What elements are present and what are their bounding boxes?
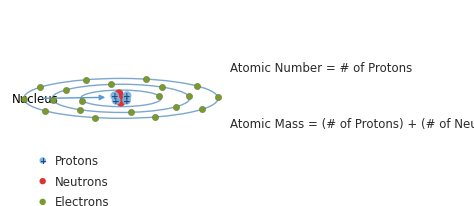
Circle shape: [123, 97, 130, 104]
Text: Atomic Number = # of Protons: Atomic Number = # of Protons: [230, 62, 412, 74]
Text: Atomic Mass = (# of Protons) + (# of Neutrons): Atomic Mass = (# of Protons) + (# of Neu…: [230, 117, 474, 130]
Text: Nucleus: Nucleus: [12, 92, 59, 105]
Text: Neutrons: Neutrons: [55, 175, 108, 188]
Text: +: +: [123, 96, 130, 105]
Circle shape: [40, 158, 45, 163]
Text: +: +: [39, 156, 46, 165]
Text: +: +: [112, 96, 120, 105]
Circle shape: [118, 95, 125, 102]
Circle shape: [112, 97, 120, 105]
Circle shape: [40, 179, 45, 184]
Circle shape: [115, 91, 123, 98]
Text: Electrons: Electrons: [55, 195, 109, 206]
Text: +: +: [123, 92, 131, 101]
Circle shape: [123, 92, 131, 100]
Text: +: +: [111, 92, 118, 101]
Text: Protons: Protons: [55, 154, 99, 167]
Circle shape: [121, 95, 129, 102]
Circle shape: [111, 93, 118, 100]
Circle shape: [117, 99, 125, 106]
Circle shape: [40, 199, 45, 204]
